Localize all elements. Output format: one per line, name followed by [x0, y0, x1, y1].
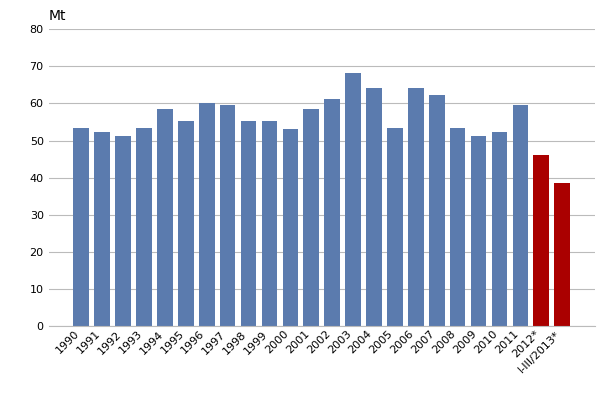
Bar — [199, 103, 214, 326]
Bar — [429, 95, 444, 326]
Bar — [304, 109, 319, 326]
Bar — [345, 73, 361, 326]
Bar — [262, 120, 277, 326]
Bar — [450, 128, 466, 326]
Bar — [554, 183, 570, 326]
Bar — [241, 120, 256, 326]
Bar — [470, 136, 486, 326]
Bar — [408, 88, 424, 326]
Bar — [220, 105, 236, 326]
Bar — [282, 129, 298, 326]
Bar — [534, 155, 549, 326]
Bar — [178, 121, 194, 326]
Text: Mt: Mt — [49, 9, 66, 23]
Bar — [94, 133, 110, 326]
Bar — [366, 88, 382, 326]
Bar — [324, 99, 340, 326]
Bar — [157, 109, 173, 326]
Bar — [387, 128, 402, 326]
Bar — [73, 128, 89, 326]
Bar — [136, 128, 152, 326]
Bar — [512, 105, 528, 326]
Bar — [115, 136, 131, 326]
Bar — [492, 133, 507, 326]
